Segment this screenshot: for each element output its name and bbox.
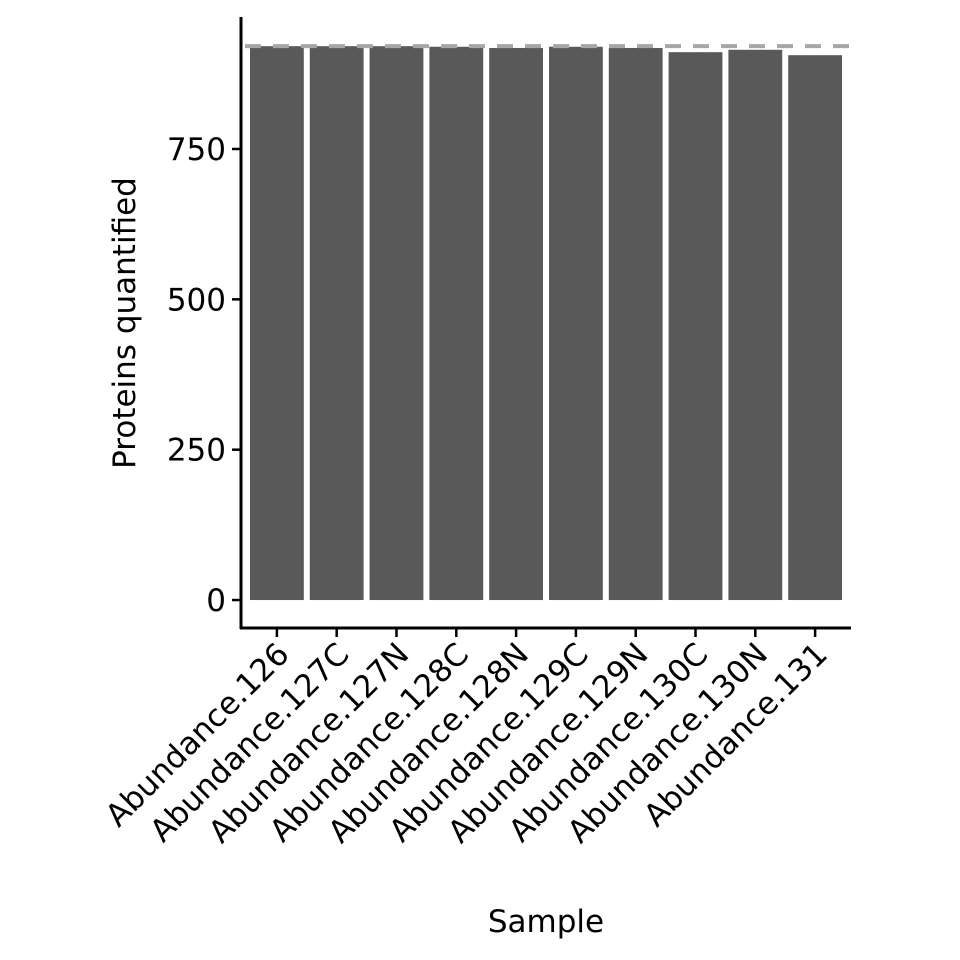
bar	[668, 52, 723, 601]
y-tick-label: 750	[167, 132, 226, 168]
bar	[608, 47, 663, 601]
bar	[429, 46, 484, 601]
bar	[489, 47, 544, 601]
bar	[249, 46, 304, 601]
y-tick-label: 250	[167, 433, 226, 469]
x-axis-title: Sample	[488, 904, 604, 940]
y-axis-title: Proteins quantified	[107, 177, 143, 469]
bar	[788, 55, 843, 601]
y-tick-label: 500	[167, 282, 226, 318]
bar	[309, 46, 364, 601]
bar	[548, 46, 603, 601]
bar	[728, 49, 783, 601]
y-tick-label: 0	[206, 583, 226, 619]
bar	[369, 46, 424, 601]
